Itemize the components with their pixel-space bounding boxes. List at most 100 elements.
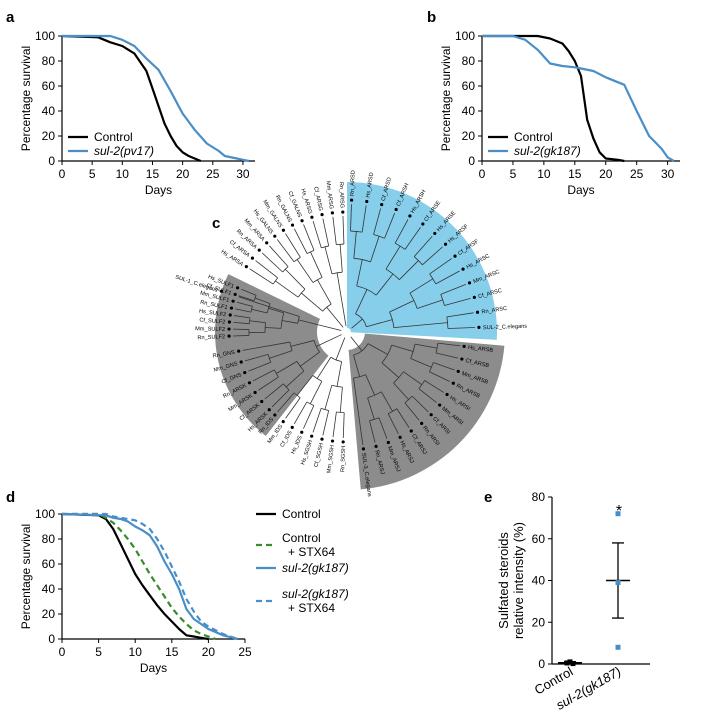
white-clade-c-branch (312, 220, 322, 248)
y-tick-label: 40 (462, 104, 476, 118)
grey-right-clade-branch (359, 422, 364, 445)
panel-b-survival-chart: 0 5 10 15 20 25 30 0 20 40 60 80 100 Days Percentage s… (439, 29, 680, 197)
blue-clade-branch (394, 219, 409, 244)
leaf-dot (341, 210, 345, 214)
tree-leaf-label: Cf_ARSG (312, 186, 323, 211)
grey-left-clade-branch (235, 308, 252, 313)
white-clade-c-branch (285, 268, 306, 290)
series-line-1 (62, 512, 217, 641)
legend-entry-1: sul-2(gk187) (514, 144, 581, 158)
leaf-dot (265, 241, 269, 245)
tree-leaf-label: Hs_ARSG (299, 188, 312, 214)
white-clade-b-branch (290, 340, 315, 347)
significance-star: * (616, 503, 622, 520)
x-tick-label: 0 (479, 167, 486, 181)
white-clade-c-node-arc (321, 245, 329, 249)
tree-leaf-label: Mm_SULF2 (195, 326, 225, 333)
leaf-dot (386, 440, 390, 445)
leaf-dot (231, 299, 235, 303)
grey-right-clade-branch (411, 395, 429, 413)
grey-right-clade-node-arc (369, 417, 380, 422)
y-tick-label: 20 (42, 129, 56, 143)
clade-highlight-grey-left (215, 274, 329, 437)
white-clade-b-node-arc (289, 342, 293, 351)
white-clade-c-node-arc (297, 288, 306, 298)
series-line-1 (62, 34, 250, 163)
x-tick-label: 5 (510, 167, 517, 181)
y-tick-label: 60 (532, 532, 546, 546)
blue-clade-branch (353, 231, 357, 259)
leaf-dot (233, 292, 237, 297)
grey-left-clade-branch (254, 297, 271, 304)
leaf-dot (253, 390, 257, 395)
white-clade-c-branch (276, 239, 295, 262)
grey-left-clade-branch (284, 311, 300, 317)
leaf-dot (408, 214, 412, 218)
grey-right-clade-branch (414, 343, 438, 349)
white-clade-a-branch (316, 357, 332, 379)
white-clade-a-branch (285, 397, 301, 419)
x-tick-label: 0 (59, 167, 66, 181)
grey-right-clade-node-arc (418, 380, 425, 389)
blue-clade-node-arc (385, 268, 400, 280)
grey-right-clade-branch (367, 397, 375, 420)
tree-leaf-label: SUL-2_C.elegans (483, 324, 528, 332)
grey-right-clade-branch (365, 374, 376, 396)
leaf-dot (453, 254, 457, 258)
blue-clade-branch (409, 278, 434, 294)
white-clade-b-branch (244, 353, 269, 362)
y-tick-label: 40 (532, 574, 546, 588)
y-tick-label: 100 (35, 29, 55, 43)
series-line-1 (482, 34, 675, 162)
white-clade-c-branch (310, 251, 323, 278)
series-line-3 (62, 512, 239, 641)
blue-clade-branch (375, 273, 394, 296)
y-tick-label: 80 (532, 490, 546, 504)
x-tick-label: 15 (568, 167, 582, 181)
x-tick-label: 5 (89, 167, 96, 181)
grey-right-clade-branch (381, 362, 400, 378)
grey-right-clade-branch (424, 380, 444, 393)
legend-entry-0: Control (94, 130, 133, 144)
blue-clade-branch (435, 270, 460, 285)
white-clade-c-branch (261, 252, 283, 273)
grey-right-clade-branch (435, 352, 459, 359)
grey-left-clade-node-arc (280, 312, 285, 329)
white-clade-c-branch (303, 224, 315, 251)
y-tick-label: 100 (35, 507, 55, 521)
grey-right-clade-branch (418, 388, 437, 403)
grey-right-clade-branch (387, 413, 399, 434)
tree-leaf-label: Mm_SGSH (326, 445, 336, 474)
white-clade-a-branch (296, 375, 314, 396)
series-line-0 (61, 34, 202, 163)
grey-right-clade-node-arc (429, 362, 434, 372)
white-clade-c-branch (249, 268, 274, 285)
leaf-dot (420, 421, 424, 425)
grey-right-clade-branch (378, 417, 388, 439)
leaf-dot (472, 295, 476, 299)
white-clade-c-branch (269, 245, 289, 267)
grey-left-clade-branch (238, 295, 255, 302)
leaf-dot (451, 381, 455, 385)
white-clade-a-branch (309, 381, 323, 405)
x-axis-label: Days (567, 183, 594, 197)
leaf-dot (227, 320, 232, 324)
white-clade-a-branch (324, 385, 333, 410)
data-point-1-2 (615, 644, 621, 650)
white-clade-a-branch (339, 387, 343, 413)
blue-clade-branch (366, 319, 393, 328)
panel-label-d: d (6, 489, 15, 506)
tree-leaf-label: Rn_ARSG (338, 182, 345, 208)
y-tick-label: 0 (538, 657, 545, 671)
white-clade-c-node-arc (312, 277, 323, 283)
leaf-dot (320, 213, 324, 217)
white-clade-c-branch (317, 279, 332, 305)
x-tick-label: 10 (116, 167, 130, 181)
blue-clade-branch (373, 208, 382, 235)
blue-clade-branch (389, 300, 415, 313)
grey-left-clade-branch (265, 327, 282, 329)
leaf-dot (477, 325, 481, 329)
tree-leaf-label: Cf_IDS (280, 430, 294, 449)
leaf-dot (229, 306, 234, 310)
panel-a-survival-chart: 0 5 10 15 20 25 30 0 20 40 60 80 100 Days Percentage s… (19, 29, 255, 197)
